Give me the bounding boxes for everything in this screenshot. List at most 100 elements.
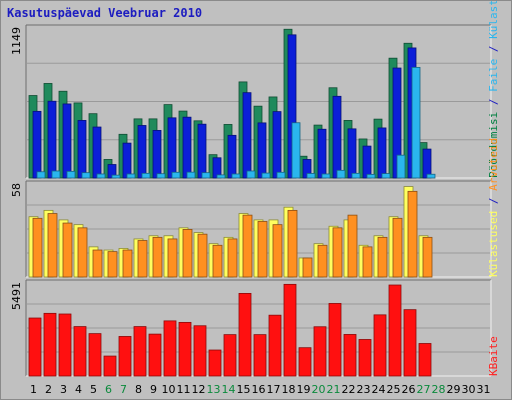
middle-bar-arvuteid-day-13 [212,244,223,278]
bottom-bar-kbaite-day-20 [313,326,327,377]
bottom-bar-kbaite-day-13 [208,349,222,377]
top-bar-külastused-day-7 [126,173,136,179]
middle-bar-arvuteid-day-17 [272,224,283,278]
legend-entry: / [487,191,500,211]
bottom-bar-kbaite-day-3 [58,313,72,377]
x-tick-label-11: 11 [177,383,191,396]
top-bar-faile-day-7 [122,142,132,179]
top-bar-külastused-day-8 [141,172,151,179]
bottom-bar-kbaite-day-16 [253,334,267,377]
x-tick-label-9: 9 [150,383,157,396]
middle-bar-arvuteid-day-20 [317,244,328,278]
bottom-bar-kbaite-day-1 [28,317,42,377]
top-bar-külastused-day-12 [201,172,211,179]
top-bar-külastused-day-3 [66,170,76,179]
middle-bar-arvuteid-day-21 [332,227,343,278]
top-bar-faile-day-11 [182,116,192,179]
top-bar-külastused-day-20 [321,173,331,179]
bottom-bar-kbaite-day-24 [373,314,387,377]
top-bar-külastused-day-14 [231,173,241,179]
middle-bar-arvuteid-day-26 [407,190,418,278]
x-tick-label-16: 16 [252,383,266,396]
top-bar-faile-day-22 [347,128,357,179]
top-bar-faile-day-4 [77,120,87,179]
x-tick-label-17: 17 [267,383,281,396]
x-tick-label-10: 10 [162,383,176,396]
x-tick-label-5: 5 [90,383,97,396]
legend-entry: Külastused [487,1,500,39]
middle-bar-arvuteid-day-19 [302,257,313,278]
top-side-legend: Pöördumisi / Faile / Külastused [487,1,500,178]
top-bar-külastused-day-24 [381,173,391,179]
middle-bar-arvuteid-day-25 [392,217,403,278]
bottom-bar-kbaite-day-25 [388,284,402,377]
middle-bar-arvuteid-day-8 [137,240,148,278]
top-bar-faile-day-17 [272,111,282,179]
legend-entry: Pöördumisi [487,112,500,178]
top-bar-külastused-day-5 [96,173,106,179]
x-tick-label-19: 19 [297,383,311,396]
x-tick-label-14: 14 [222,383,236,396]
middle-bar-arvuteid-day-22 [347,214,358,278]
top-bar-faile-day-8 [137,125,147,179]
middle-bar-arvuteid-day-18 [287,209,298,278]
middle-bar-arvuteid-day-4 [77,227,88,278]
bottom-bar-kbaite-day-14 [223,334,237,377]
middle-ymax-label: 58 [10,183,23,197]
x-tick-label-2: 2 [45,383,52,396]
x-tick-label-31: 31 [477,383,491,396]
top-bar-faile-day-1 [32,110,42,179]
x-tick-label-6: 6 [105,383,112,396]
bottom-bar-kbaite-day-21 [328,303,342,377]
legend-entry: Külastused [487,211,500,277]
x-tick-label-29: 29 [447,383,461,396]
x-tick-label-25: 25 [387,383,401,396]
x-tick-label-28: 28 [432,383,446,396]
middle-bar-arvuteid-day-1 [32,217,43,278]
top-bar-külastused-day-21 [336,169,346,179]
top-bar-faile-day-20 [317,128,327,179]
bottom-side-legend: KBaite [487,336,500,376]
legend-entry: KBaite [487,336,500,376]
x-tick-label-26: 26 [402,383,416,396]
bottom-ymax-label: 5491 [10,282,23,310]
bottom-bar-kbaite-day-26 [403,309,417,377]
bottom-bar-kbaite-day-4 [73,326,87,377]
middle-bar-arvuteid-day-9 [152,236,163,278]
middle-bar-arvuteid-day-27 [422,236,433,278]
top-bar-külastused-day-13 [216,174,226,179]
middle-bar-arvuteid-day-2 [47,213,58,278]
chart-title: Kasutuspäevad Veebruar 2010 [7,6,202,20]
top-bar-faile-day-16 [257,122,267,179]
top-bar-külastused-day-23 [366,173,376,179]
top-bar-faile-day-9 [152,130,162,179]
top-bar-faile-day-23 [362,145,372,179]
bottom-bar-kbaite-day-19 [298,347,312,377]
bottom-bar-kbaite-day-8 [133,326,147,377]
middle-bar-arvuteid-day-16 [257,221,268,278]
top-bar-külastused-day-25 [396,154,406,179]
top-bar-külastused-day-19 [306,173,316,179]
middle-bar-arvuteid-day-11 [182,229,193,278]
top-bar-külastused-day-26 [411,66,421,179]
bottom-bar-kbaite-day-22 [343,334,357,377]
x-tick-label-1: 1 [30,383,37,396]
bottom-bar-kbaite-day-12 [193,325,207,377]
middle-bar-arvuteid-day-6 [107,251,118,278]
bottom-bar-kbaite-day-18 [283,283,297,377]
top-bar-faile-day-10 [167,117,177,179]
middle-bar-arvuteid-day-3 [62,222,73,278]
x-tick-label-3: 3 [60,383,67,396]
legend-entry: / [487,39,500,59]
bottom-bar-kbaite-day-15 [238,292,252,377]
top-bar-külastused-day-15 [246,170,256,179]
bottom-bar-kbaite-day-11 [178,321,192,377]
x-tick-label-13: 13 [207,383,221,396]
bottom-bar-kbaite-day-17 [268,314,282,377]
bottom-bar-kbaite-day-5 [88,333,102,377]
x-tick-label-4: 4 [75,383,82,396]
middle-bar-arvuteid-day-15 [242,214,253,278]
top-bar-külastused-day-9 [156,173,166,179]
